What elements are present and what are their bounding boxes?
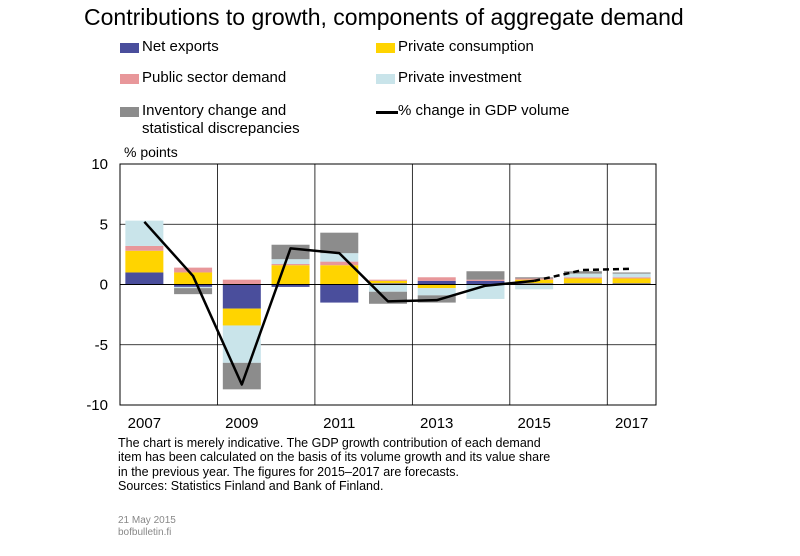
bar-net-exports: [368, 283, 408, 285]
legend-label-net-exports: Net exports: [142, 38, 219, 55]
legend-swatch-net-exports: [120, 43, 139, 53]
bar-inventory: [563, 271, 602, 274]
bar-net-exports: [125, 272, 164, 285]
y-tick-label: 0: [100, 277, 108, 294]
bar-public-demand: [417, 277, 456, 281]
bar-public-demand: [125, 245, 164, 251]
legend-label-private-consumption: Private consumption: [398, 38, 534, 55]
note-line: Sources: Statistics Finland and Bank of …: [118, 478, 384, 493]
bar-inventory: [515, 277, 554, 279]
bar-private-investment: [417, 288, 456, 296]
chart-title: Contributions to growth, components of a…: [84, 4, 684, 30]
bar-private-consumption: [563, 278, 602, 284]
x-tick-label: 2017: [615, 415, 648, 432]
legend-label-inventory-line2: statistical discrepancies: [142, 120, 300, 137]
bar-private-investment: [125, 220, 164, 246]
gdp-forecast-line: [533, 267, 632, 283]
legend-swatch-private-investment: [376, 74, 395, 84]
bar-private-consumption: [320, 265, 359, 285]
x-tick-label: 2007: [128, 415, 161, 432]
x-tick-label: 2013: [420, 415, 453, 432]
bar-inventory: [320, 232, 359, 254]
note-line: in the previous year. The figures for 20…: [118, 464, 459, 479]
legend-swatch-public-demand: [120, 74, 139, 84]
legend-swatch-inventory: [120, 107, 139, 117]
y-tick-label: -5: [95, 337, 108, 354]
bar-private-investment: [271, 259, 310, 265]
bar-public-demand: [466, 279, 505, 281]
footer: 21 May 2015 bofbulletin.fi: [118, 515, 176, 539]
y-tick-label: -10: [86, 397, 108, 414]
x-tick-label: 2015: [517, 415, 550, 432]
note-line: The chart is merely indicative. The GDP …: [118, 436, 541, 450]
legend-label-gdp-line: % change in GDP volume: [398, 102, 570, 119]
bar-net-exports: [515, 283, 554, 285]
bar-net-exports: [563, 283, 602, 285]
bar-public-demand: [320, 261, 359, 266]
gdp-line: [143, 221, 535, 386]
legend-label-private-investment: Private investment: [398, 69, 522, 86]
bar-public-demand: [563, 277, 602, 279]
bar-public-demand: [174, 267, 213, 273]
bar-inventory: [174, 288, 213, 295]
bar-private-consumption: [125, 250, 164, 273]
bar-net-exports: [417, 280, 456, 285]
bar-private-consumption: [271, 265, 310, 285]
bar-net-exports: [174, 284, 213, 287]
legend-label-inventory-line1: Inventory change and: [142, 102, 287, 119]
y-axis-label: % points: [124, 144, 178, 160]
bar-private-investment: [174, 286, 213, 289]
bar-private-investment: [368, 284, 408, 292]
bar-private-consumption: [417, 284, 456, 289]
bar-public-demand: [368, 279, 408, 281]
plot-frame: [119, 163, 657, 406]
note-line: item has been calculated on the basis of…: [118, 450, 551, 465]
footer-site: bofbulletin.fi: [118, 527, 172, 538]
footer-date: 21 May 2015: [118, 515, 176, 526]
bar-private-consumption: [368, 280, 408, 284]
bar-public-demand: [515, 278, 554, 280]
bar-net-exports: [466, 280, 505, 285]
bar-public-demand: [612, 277, 651, 279]
bar-net-exports: [271, 284, 310, 287]
bar-private-investment: [515, 284, 554, 290]
bar-private-investment: [320, 253, 359, 262]
bar-net-exports: [222, 284, 261, 309]
bar-private-consumption: [612, 278, 651, 284]
y-tick-label: 5: [100, 216, 108, 233]
bar-inventory: [612, 272, 651, 274]
bar-public-demand: [222, 279, 261, 285]
bar-net-exports: [320, 284, 359, 303]
legend-label-inventory: Inventory change and statistical discrep…: [142, 102, 300, 138]
bar-private-investment: [563, 273, 602, 278]
legend-label-public-demand: Public sector demand: [142, 69, 287, 86]
bar-inventory: [466, 271, 505, 280]
bar-private-consumption: [222, 308, 261, 326]
chart-notes: The chart is merely indicative. The GDP …: [118, 436, 638, 493]
legend-swatch-private-consumption: [376, 43, 395, 53]
x-tick-label: 2009: [225, 415, 258, 432]
legend-swatch-gdp-line: [376, 111, 398, 114]
x-tick-label: 2011: [323, 415, 355, 432]
bar-public-demand: [271, 264, 310, 266]
bar-net-exports: [612, 283, 651, 285]
bar-private-investment: [612, 273, 651, 278]
y-tick-label: 10: [91, 156, 108, 173]
